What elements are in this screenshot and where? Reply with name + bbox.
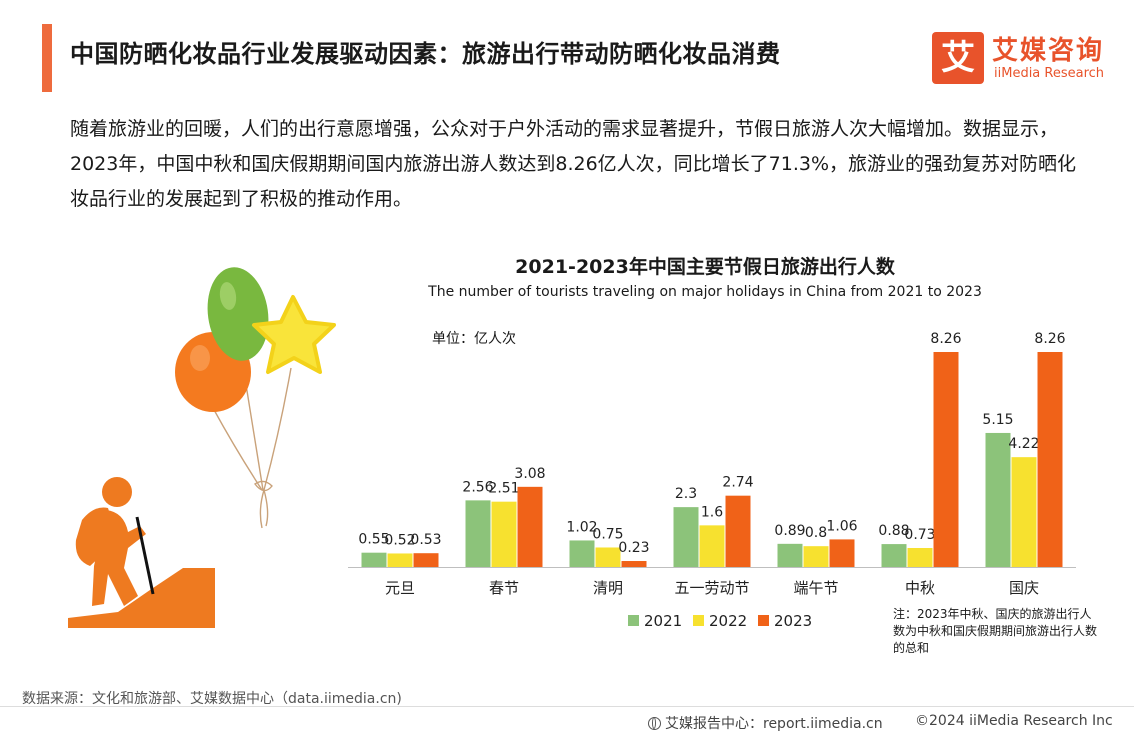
bar-2021-1	[465, 500, 491, 567]
data-label-2023-3: 2.74	[722, 475, 753, 491]
x-tick-label-0: 元旦	[385, 579, 415, 597]
data-label-2023-0: 0.53	[410, 532, 441, 548]
x-tick-label-4: 端午节	[793, 579, 838, 597]
legend-label-2022: 2022	[709, 612, 747, 630]
footer-divider	[0, 706, 1134, 707]
footer-report-text: 艾媒报告中心：report.iimedia.cn	[665, 716, 883, 732]
star-balloon-icon	[252, 295, 336, 374]
unit-label: 单位：亿人次	[432, 331, 516, 347]
chart-title: 2021-2023年中国主要节假日旅游出行人数	[515, 256, 895, 278]
data-source: 数据来源：文化和旅游部、艾媒数据中心（data.iimedia.cn)	[22, 691, 402, 707]
bar-2023-4	[829, 539, 855, 567]
bar-2023-0	[413, 553, 439, 567]
bar-2023-5	[933, 352, 959, 567]
brand-logo: 艾 艾媒咨询 iiMedia Research	[932, 30, 1122, 90]
balloons-hiker-illustration	[68, 267, 336, 628]
data-label-2022-1: 2.51	[488, 481, 519, 497]
data-label-2023-5: 8.26	[930, 331, 961, 347]
data-label-2021-1: 2.56	[462, 479, 493, 495]
x-tick-label-5: 中秋	[905, 579, 935, 597]
data-label-2022-0: 0.52	[384, 532, 415, 548]
x-tick-label-6: 国庆	[1009, 579, 1039, 597]
data-label-2021-3: 2.3	[675, 486, 697, 502]
bar-2021-4	[777, 543, 803, 567]
data-label-2023-1: 3.08	[514, 466, 545, 482]
bar-2023-3	[725, 495, 751, 567]
data-label-2021-5: 0.88	[878, 523, 909, 539]
legend-label-2021: 2021	[644, 612, 682, 630]
bar-2022-0	[387, 553, 413, 567]
chart-subtitle: The number of tourists traveling on majo…	[428, 284, 982, 300]
logo-icon: 艾	[932, 32, 984, 84]
globe-icon	[648, 717, 661, 730]
x-tick-label-1: 春节	[489, 579, 519, 597]
bar-2022-4	[803, 546, 829, 567]
legend-swatch-2022	[693, 615, 704, 626]
bar-2022-1	[491, 501, 517, 567]
bar-2022-3	[699, 525, 725, 567]
bar-2021-0	[361, 552, 387, 567]
bar-2021-3	[673, 507, 699, 567]
legend-label-2023: 2023	[774, 612, 812, 630]
data-label-2023-2: 0.23	[618, 540, 649, 556]
data-label-2021-4: 0.89	[774, 523, 805, 539]
data-label-2022-4: 0.8	[805, 525, 827, 541]
x-tick-label-2: 清明	[593, 579, 623, 597]
x-tick-label-3: 五一劳动节	[674, 579, 749, 597]
bar-2022-6	[1011, 457, 1037, 567]
data-label-2021-6: 5.15	[982, 412, 1013, 428]
bar-2021-5	[881, 544, 907, 567]
page-title: 中国防晒化妆品行业发展驱动因素：旅游出行带动防晒化妆品消费	[70, 40, 781, 68]
data-label-2022-6: 4.22	[1008, 436, 1039, 452]
data-label-2021-0: 0.55	[358, 532, 389, 548]
title-accent-bar	[42, 24, 52, 92]
logo-text-cn: 艾媒咨询	[992, 36, 1105, 66]
data-label-2023-6: 8.26	[1034, 331, 1065, 347]
bar-2023-1	[517, 486, 543, 567]
data-label-2022-3: 1.6	[701, 504, 723, 520]
footer-copyright: ©2024 iiMedia Research Inc	[915, 713, 1113, 729]
bar-2022-2	[595, 547, 621, 567]
data-label-2021-2: 1.02	[566, 519, 597, 535]
chart-note: 注：2023年中秋、国庆的旅游出行人数为中秋和国庆假期期间旅游出行人数的总和	[893, 607, 1098, 655]
data-label-2022-5: 0.73	[904, 527, 935, 543]
footer-report-center: 艾媒报告中心：report.iimedia.cn	[648, 713, 883, 733]
bar-2021-6	[985, 432, 1011, 567]
bar-2023-6	[1037, 352, 1063, 567]
logo-text-en: iiMedia Research	[994, 66, 1105, 81]
data-label-2022-2: 0.75	[592, 526, 623, 542]
legend-swatch-2023	[758, 615, 769, 626]
bar-2023-2	[621, 561, 647, 567]
legend-swatch-2021	[628, 615, 639, 626]
bar-2022-5	[907, 547, 933, 567]
intro-paragraph: 随着旅游业的回暖，人们的出行意愿增强，公众对于户外活动的需求显著提升，节假日旅游…	[70, 118, 1077, 210]
hiker-icon	[68, 477, 215, 628]
bar-2021-2	[569, 540, 595, 567]
data-label-2023-4: 1.06	[826, 518, 857, 534]
